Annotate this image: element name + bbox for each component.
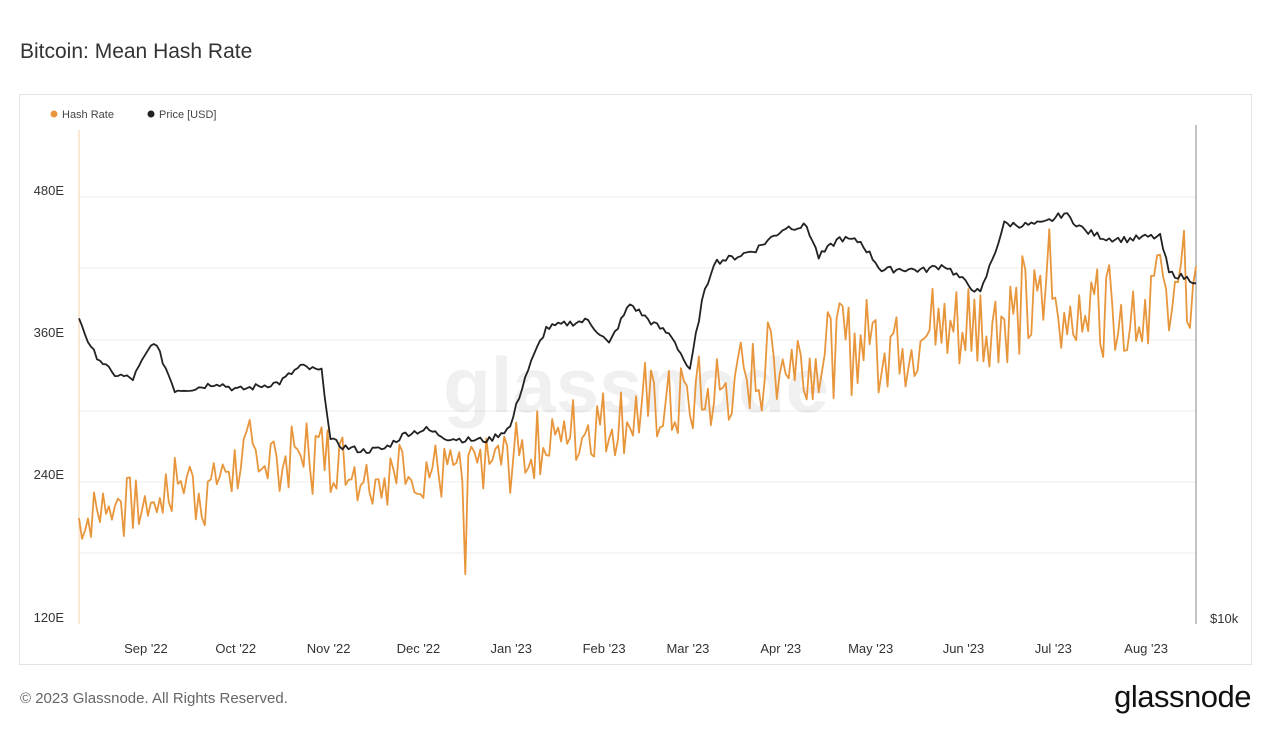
- chart-title: Bitcoin: Mean Hash Rate: [20, 40, 253, 63]
- x-tick: Dec '22: [397, 641, 441, 656]
- y-left-tick: 120E: [34, 610, 65, 625]
- y-left-tick: 480E: [34, 183, 65, 198]
- series-hash-rate-line: [78, 228, 1197, 576]
- x-tick: Jul '23: [1035, 641, 1072, 656]
- y-left-tick: 240E: [34, 467, 65, 482]
- glassnode-logo[interactable]: glassnode: [1114, 679, 1251, 714]
- x-tick: Mar '23: [666, 641, 709, 656]
- copyright-footer: © 2023 Glassnode. All Rights Reserved.: [20, 690, 288, 707]
- legend-label-1[interactable]: Price [USD]: [159, 109, 216, 121]
- x-tick: Jun '23: [943, 641, 985, 656]
- x-tick: Apr '23: [760, 641, 801, 656]
- y-left-tick: 360E: [34, 325, 65, 340]
- legend-marker-1[interactable]: [147, 110, 155, 118]
- legend-marker-0[interactable]: [50, 110, 58, 118]
- x-tick: Nov '22: [307, 641, 351, 656]
- chart-panel: [19, 94, 1252, 665]
- legend-label-0[interactable]: Hash Rate: [62, 109, 114, 121]
- x-tick: Jan '23: [491, 641, 533, 656]
- watermark: glassnode: [443, 341, 829, 429]
- x-tick: Aug '23: [1124, 641, 1168, 656]
- x-tick: May '23: [848, 641, 893, 656]
- series-group: [78, 212, 1197, 576]
- y-right-tick: $10k: [1210, 611, 1239, 626]
- axes: 120E 240E 360E 480E $10k Sep '22 Oct '22 Nov '2…: [34, 183, 1239, 656]
- grid-lines: [78, 125, 1197, 624]
- x-tick: Feb '23: [583, 641, 626, 656]
- legend: Hash Rate Price [USD]: [50, 109, 216, 121]
- x-tick: Oct '22: [215, 641, 256, 656]
- series-price-line: [78, 212, 1197, 454]
- x-tick: Sep '22: [124, 641, 168, 656]
